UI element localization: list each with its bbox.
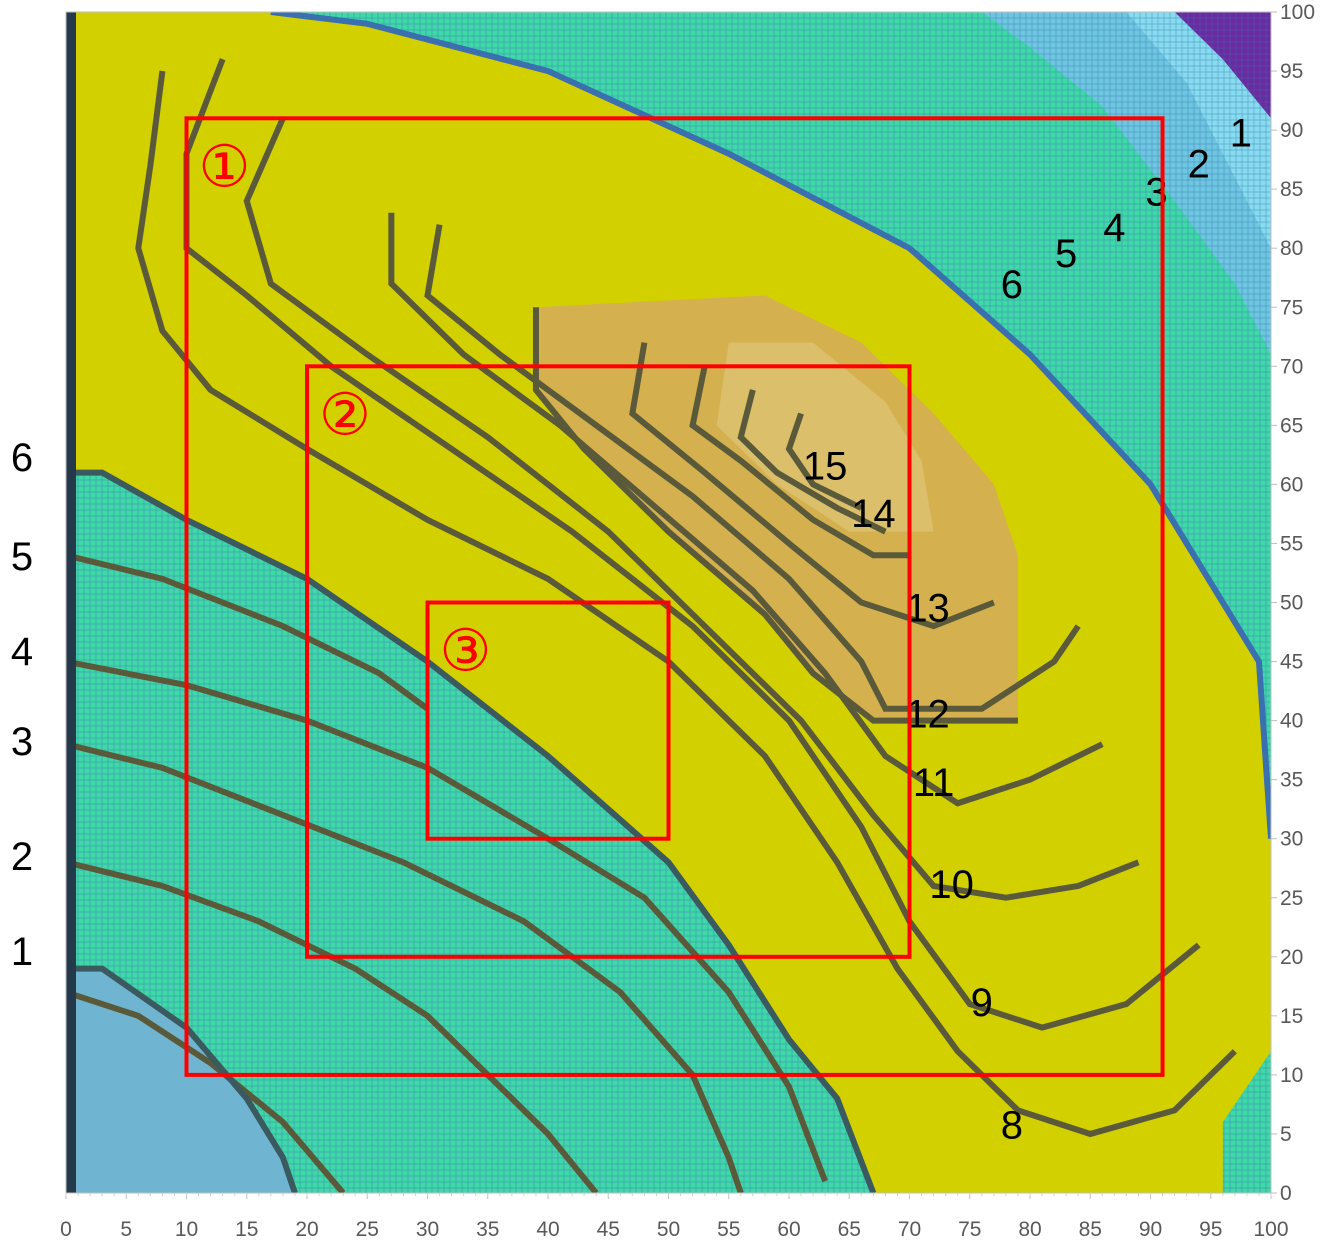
region-box-2 [305,364,912,959]
x-tick-label: 50 [657,1218,680,1241]
contour-label-9: 9 [971,981,993,1025]
y-tick-label: 95 [1280,60,1303,83]
contour-label-6: 6 [1001,263,1023,307]
contour-label-1: 1 [1230,112,1252,156]
y-tick-label: 85 [1280,178,1303,201]
x-tick-label: 15 [235,1218,258,1241]
left-level-label: 4 [11,630,33,674]
y-tick-label: 100 [1280,1,1315,24]
contour-line-14 [629,342,995,630]
contour-label-4: 4 [1103,206,1125,250]
x-tick-label: 30 [416,1218,439,1241]
x-tick-label: 75 [958,1218,981,1241]
contour-line-13 [532,307,1018,724]
contour-line-16 [737,389,887,535]
x-tick-label: 25 [356,1218,379,1241]
y-tick-label: 75 [1280,296,1303,319]
contour-line-11 [388,212,1104,807]
y-tick-label: 5 [1280,1123,1292,1146]
x-tick-label: 55 [717,1218,740,1241]
y-tick-label: 45 [1280,651,1303,674]
contour-line-9 [183,58,1201,1031]
contour-line-10 [243,117,1140,901]
y-tick-label: 25 [1280,887,1303,910]
left-level-label: 5 [11,535,33,579]
contour-line-3 [66,741,744,1193]
contour-line-17 [785,412,863,511]
x-tick-label: 70 [898,1218,921,1241]
contour-label-10: 10 [929,863,974,907]
y-tick-label: 90 [1280,119,1303,142]
x-tick-label: 80 [1018,1218,1041,1241]
x-tick-label: 60 [777,1218,800,1241]
contour-fill [66,12,1271,1193]
contour-label-13: 13 [905,586,950,630]
contour-label-11: 11 [913,761,955,805]
contour-line-1 [66,989,346,1193]
x-tick-label: 40 [536,1218,559,1241]
contour-label-5: 5 [1055,232,1077,276]
y-tick-label: 30 [1280,828,1303,851]
y-tick-label: 10 [1280,1064,1303,1087]
x-tick-label: 65 [838,1218,861,1241]
x-tick-label: 20 [295,1218,318,1241]
x-tick-label: 0 [60,1218,72,1241]
y-tick-label: 70 [1280,355,1303,378]
contour-line-15 [689,365,910,559]
y-tick-label: 20 [1280,946,1303,969]
contour-line-2 [66,859,599,1193]
region-label-3: ③ [440,617,492,685]
left-level-label: 3 [11,720,33,764]
region-boxes: ① ② ③ [184,116,1165,1077]
contour-line-12 [424,224,1081,712]
region-box-1 [184,116,1165,1077]
contour-line-5 [66,552,430,712]
x-tick-label: 85 [1079,1218,1102,1241]
left-level-labels: 6 5 4 3 2 1 [11,436,33,974]
y-tick-label: 55 [1280,532,1303,555]
contour-label-12: 12 [905,693,950,737]
x-tick-label: 95 [1199,1218,1222,1241]
region-box-3 [425,600,671,841]
contour-label-15: 15 [803,445,848,489]
x-tick-label: 35 [476,1218,499,1241]
left-level-label: 6 [11,436,33,480]
y-axis: 0 5 10 15 20 25 30 35 40 45 50 55 60 65 70 75 80 85 90 95 10… [1271,1,1315,1205]
y-tick-label: 50 [1280,592,1303,615]
y-tick-label: 65 [1280,414,1303,437]
region-label-1: ① [199,132,251,200]
left-level-label: 1 [11,930,33,974]
x-tick-label: 45 [597,1218,620,1241]
y-tick-label: 40 [1280,710,1303,733]
x-tick-label: 100 [1253,1218,1288,1241]
contour-label-8: 8 [1001,1104,1023,1148]
contour-lines [66,12,1271,1193]
x-axis: 0 5 10 15 20 25 30 35 40 45 50 55 60 65 70 75 80 85 90 95 10… [60,1193,1289,1241]
y-tick-label: 0 [1280,1182,1292,1205]
y-tick-label: 60 [1280,473,1303,496]
contour-line-7 [66,965,298,1193]
y-tick-label: 35 [1280,769,1303,792]
x-tick-label: 90 [1139,1218,1162,1241]
contour-line-18 [270,12,1271,839]
contour-label-2: 2 [1188,142,1210,186]
y-tick-label: 15 [1280,1005,1303,1028]
x-tick-label: 5 [120,1218,132,1241]
x-tick-label: 10 [175,1218,198,1241]
region-label-2: ② [319,380,371,448]
contour-line-6 [66,469,877,1193]
contour-label-14: 14 [851,492,896,536]
y-tick-label: 80 [1280,237,1303,260]
left-level-label: 2 [11,835,33,879]
